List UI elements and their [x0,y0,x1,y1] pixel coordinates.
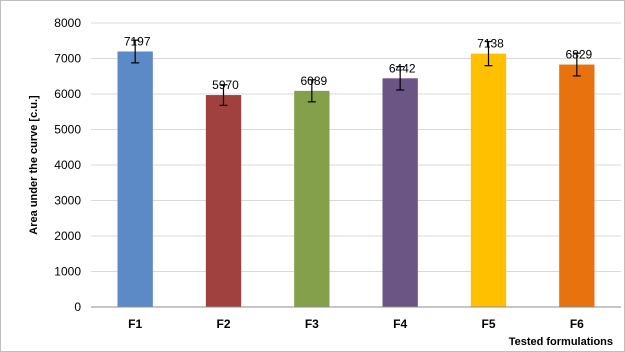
error-bars [131,39,581,106]
bar-f3 [294,90,330,307]
data-label-f1: 7197 [124,35,151,49]
bar-f5 [470,53,507,308]
y-tick-label: 4000 [54,158,81,172]
data-label-f2: 5970 [212,78,239,92]
x-tick-label: F2 [216,317,230,331]
data-label-f3: 6089 [300,74,327,88]
data-label-f6: 6829 [565,48,592,62]
bar-f1 [117,51,153,307]
y-axis-title: Area under the curve [c.u.] [28,95,40,235]
error-bar-f2 [219,84,228,106]
error-bar-f4 [396,65,405,91]
x-tick-label: F6 [570,317,584,331]
bar-f6 [559,64,595,307]
y-tick-label: 1000 [54,265,81,279]
bars [117,51,595,308]
x-tick-label: F1 [128,317,142,331]
data-labels: 7197 5970 6089 6442 7138 6829 [124,35,593,93]
bar-f4 [382,78,418,308]
x-tick-label: F5 [481,317,495,331]
x-axis-title: Tested formulations [509,336,613,348]
y-tick-label: 2000 [54,229,81,243]
y-tick-label: 5000 [54,123,81,137]
gridlines [91,22,621,272]
error-bar-f6 [572,52,581,77]
error-bar-f5 [484,40,493,67]
error-bar-f3 [307,79,316,103]
x-tick-label: F4 [393,317,407,331]
data-label-f5: 7138 [477,37,504,51]
y-tick-label: 6000 [54,87,81,101]
x-tick-labels: F1 F2 F3 F4 F5 F6 [128,317,584,331]
data-label-f4: 6442 [389,61,416,75]
y-tick-label: 8000 [54,16,81,30]
bar-f2 [205,95,242,307]
y-tick-label: 3000 [54,194,81,208]
x-tick-label: F3 [305,317,319,331]
y-tick-label: 7000 [54,52,81,66]
y-tick-labels: 0 1000 2000 3000 4000 5000 6000 7000 8000 [54,16,81,314]
error-bar-f1 [131,39,140,64]
y-tick-label: 0 [74,300,81,314]
